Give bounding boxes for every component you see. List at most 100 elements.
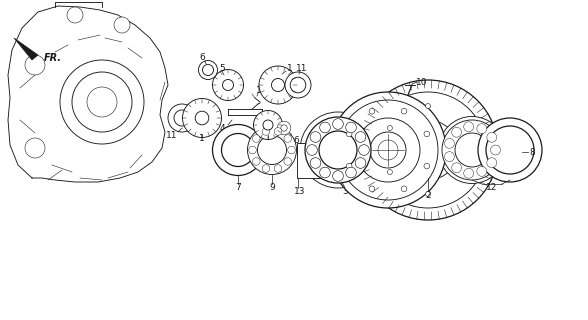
Circle shape [249, 146, 256, 154]
Circle shape [355, 132, 366, 142]
Circle shape [320, 167, 330, 178]
Circle shape [378, 140, 398, 160]
Circle shape [333, 171, 343, 181]
Text: 9: 9 [269, 183, 275, 193]
Circle shape [307, 145, 318, 155]
Circle shape [487, 158, 497, 168]
Circle shape [284, 135, 292, 142]
Circle shape [248, 125, 296, 174]
Circle shape [262, 128, 270, 135]
Circle shape [355, 158, 366, 168]
Circle shape [445, 152, 455, 162]
Circle shape [252, 158, 260, 165]
Circle shape [445, 139, 455, 148]
Circle shape [285, 72, 311, 98]
Circle shape [338, 100, 438, 200]
Circle shape [346, 163, 352, 169]
Circle shape [387, 170, 392, 174]
Circle shape [253, 110, 282, 140]
Circle shape [487, 132, 497, 142]
Circle shape [424, 163, 430, 169]
Circle shape [464, 168, 473, 178]
Text: 5: 5 [219, 63, 225, 73]
Circle shape [477, 124, 487, 133]
Bar [297, 143, 325, 178]
Circle shape [486, 126, 534, 174]
Polygon shape [14, 38, 38, 60]
Circle shape [252, 135, 260, 142]
Circle shape [305, 117, 371, 183]
Circle shape [452, 127, 462, 137]
Text: 13: 13 [294, 188, 306, 196]
Circle shape [281, 125, 287, 131]
Circle shape [87, 87, 117, 117]
Circle shape [60, 60, 144, 144]
Text: 5: 5 [265, 138, 271, 147]
Circle shape [25, 138, 45, 158]
Text: 14: 14 [256, 85, 268, 94]
Circle shape [263, 120, 273, 130]
Circle shape [25, 55, 45, 75]
Circle shape [222, 79, 233, 91]
Circle shape [369, 186, 375, 192]
Circle shape [387, 125, 392, 131]
Circle shape [442, 120, 502, 180]
Text: 4: 4 [219, 124, 225, 132]
Text: 1: 1 [287, 63, 293, 73]
Circle shape [272, 78, 285, 92]
Circle shape [274, 128, 282, 135]
Circle shape [330, 92, 446, 208]
Circle shape [199, 60, 218, 79]
Circle shape [463, 125, 469, 131]
Circle shape [195, 111, 209, 125]
Text: 12: 12 [486, 183, 497, 193]
Circle shape [356, 118, 420, 182]
Circle shape [401, 186, 407, 192]
Text: 6: 6 [199, 53, 205, 62]
Circle shape [478, 118, 542, 182]
Circle shape [424, 131, 430, 137]
Circle shape [452, 163, 462, 173]
Text: 11: 11 [166, 131, 178, 140]
Text: 10: 10 [416, 77, 427, 86]
Circle shape [67, 7, 83, 23]
Circle shape [262, 165, 270, 172]
Text: 7: 7 [235, 183, 241, 193]
Circle shape [370, 92, 486, 208]
Circle shape [370, 132, 406, 168]
Circle shape [259, 66, 297, 104]
Circle shape [439, 116, 506, 183]
Circle shape [288, 146, 295, 154]
Circle shape [290, 77, 306, 93]
Circle shape [212, 69, 243, 100]
Circle shape [310, 132, 321, 142]
Circle shape [346, 131, 352, 137]
Circle shape [310, 158, 321, 168]
Circle shape [182, 99, 222, 138]
Circle shape [258, 135, 286, 164]
Circle shape [274, 165, 282, 172]
Circle shape [464, 122, 473, 132]
Circle shape [114, 17, 130, 33]
Text: FR.: FR. [44, 53, 62, 63]
Circle shape [333, 119, 343, 129]
Circle shape [212, 124, 263, 175]
Circle shape [426, 103, 430, 108]
Circle shape [369, 108, 375, 114]
Circle shape [222, 133, 255, 166]
Circle shape [477, 166, 487, 176]
Text: 3: 3 [342, 188, 348, 196]
Text: 11: 11 [296, 63, 308, 73]
Circle shape [346, 122, 356, 133]
Text: 2: 2 [425, 190, 431, 199]
Circle shape [359, 145, 369, 155]
Circle shape [401, 108, 407, 114]
Circle shape [174, 110, 190, 126]
Circle shape [202, 65, 213, 76]
Circle shape [284, 158, 292, 165]
Circle shape [72, 72, 132, 132]
Text: 1: 1 [199, 133, 205, 142]
Circle shape [463, 170, 469, 174]
Circle shape [455, 133, 489, 167]
Text: 8: 8 [529, 148, 535, 156]
